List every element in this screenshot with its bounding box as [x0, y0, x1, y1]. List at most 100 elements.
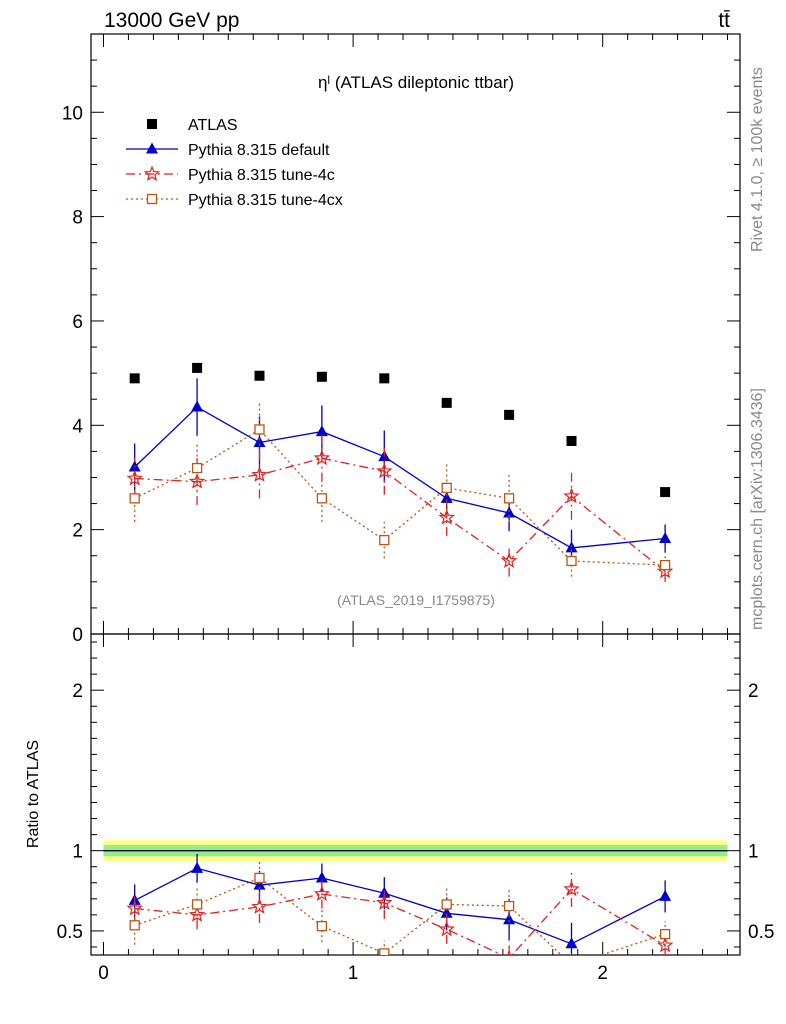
- data-point: [191, 899, 203, 910]
- ratio-y-tick-label-right: 2: [748, 681, 759, 702]
- main-series: [126, 362, 674, 582]
- legend-marker: [146, 142, 158, 154]
- data-point: [438, 920, 455, 937]
- data-point: [316, 371, 327, 382]
- data-point: [440, 906, 453, 918]
- data-point: [191, 861, 204, 873]
- data-point: [313, 449, 331, 466]
- data-point: [253, 878, 266, 890]
- data-point: [656, 936, 674, 953]
- data-point: [566, 435, 577, 446]
- y-tick-label: 4: [72, 416, 83, 437]
- data-point: [441, 899, 452, 910]
- series-line: [134, 867, 666, 945]
- data-point: [441, 397, 452, 408]
- series-line: [134, 457, 666, 572]
- legend-label: Pythia 8.315 tune-4c: [188, 167, 335, 184]
- data-point: [500, 552, 518, 568]
- data-point: [313, 885, 331, 902]
- main-panel: 0 2 4 6 8 10 ηˡ (ATLAS dileptonic ttbar) (ATL…: [62, 33, 741, 646]
- data-point: [191, 462, 203, 474]
- y-tick-label: 6: [72, 312, 83, 333]
- data-point: [251, 466, 268, 482]
- data-point: [503, 900, 515, 912]
- series-pythia-8-315-tune-4cx: [129, 861, 671, 969]
- data-point: [503, 913, 516, 925]
- mcplots-label: mcplots.cern.ch [arXiv:1306.3436]: [749, 388, 766, 630]
- data-point: [659, 889, 672, 901]
- series-line: [134, 888, 666, 955]
- x-tick-label: 1: [348, 963, 359, 984]
- legend-marker: [143, 165, 161, 182]
- data-point: [129, 493, 140, 504]
- legend-entry: Pythia 8.315 tune-4c: [126, 165, 335, 184]
- data-point: [191, 400, 204, 412]
- ratio-series: [126, 853, 674, 969]
- data-point: [129, 373, 140, 384]
- data-point: [659, 532, 672, 544]
- data-point: [379, 373, 390, 384]
- data-point: [254, 872, 265, 884]
- series-pythia-8-315-tune-4cx: [129, 403, 671, 579]
- y-tick-label: 0: [72, 625, 83, 646]
- watermark: (ATLAS_2019_I1759875): [337, 592, 495, 608]
- series-line: [134, 428, 666, 566]
- ratio-band: [103, 840, 728, 862]
- data-point: [188, 906, 206, 922]
- data-point: [563, 880, 580, 897]
- data-point: [438, 508, 455, 525]
- ratio-y-tick-label-right: 1: [748, 842, 759, 863]
- data-point: [441, 482, 452, 494]
- legend-marker: [146, 193, 158, 205]
- data-point: [254, 424, 265, 435]
- data-point: [379, 948, 390, 955]
- y-tick-label: 8: [72, 208, 83, 229]
- data-point: [563, 487, 580, 504]
- ratio-y-tick-label: 1: [72, 842, 83, 863]
- legend-marker: [147, 119, 157, 129]
- legend-entry: Pythia 8.315 default: [126, 142, 330, 159]
- data-point: [503, 506, 516, 518]
- ratio-y-tick-label-right: 0.5: [748, 922, 774, 943]
- series-line: [134, 877, 666, 955]
- data-point: [376, 894, 393, 910]
- ratio-y-tick-label: 0.5: [57, 922, 83, 943]
- data-point: [253, 436, 266, 448]
- legend: ATLAS Pythia 8.315 default Pythia 8.315 tu…: [126, 117, 343, 209]
- data-point: [192, 362, 203, 373]
- data-point: [660, 487, 671, 498]
- data-point: [659, 559, 671, 571]
- data-point: [565, 541, 578, 553]
- data-point: [254, 370, 265, 381]
- data-point: [315, 425, 328, 437]
- data-point: [376, 462, 393, 479]
- data-point: [567, 960, 576, 969]
- ratio-y-tick-label: 2: [72, 681, 83, 702]
- data-point: [129, 920, 140, 931]
- data-point: [251, 898, 268, 914]
- legend-label: Pythia 8.315 tune-4cx: [188, 192, 343, 209]
- data-point: [316, 493, 328, 504]
- data-point: [315, 871, 328, 883]
- series-pythia-8-315-default: [128, 378, 672, 567]
- x-tick-label: 0: [98, 963, 109, 984]
- main-y-axis: 0 2 4 6 8 10: [62, 33, 740, 646]
- series-pythia-8-315-tune-4c: [126, 871, 674, 955]
- ratio-frame: [90, 633, 741, 956]
- legend-entry: Pythia 8.315 tune-4cx: [126, 192, 343, 209]
- data-point: [316, 920, 328, 932]
- ratio-panel: 0.5 0.5 1 1 2 2 0 1 2 Ratio to ATLAS: [25, 633, 774, 984]
- header-left: 13000 GeV pp: [104, 9, 239, 32]
- data-point: [566, 555, 577, 567]
- legend-entry: ATLAS: [147, 117, 238, 134]
- ratio-ylabel: Ratio to ATLAS: [25, 740, 42, 848]
- ratio-axes: 0.5 0.5 1 1 2 2 0 1 2: [57, 634, 774, 984]
- header-right: tt̄: [718, 9, 730, 32]
- data-point: [503, 493, 515, 504]
- data-point: [379, 534, 390, 546]
- x-tick-label: 2: [597, 963, 608, 984]
- series-pythia-8-315-tune-4c: [126, 434, 674, 582]
- legend-label: Pythia 8.315 default: [188, 142, 330, 159]
- y-tick-label: 10: [62, 103, 83, 124]
